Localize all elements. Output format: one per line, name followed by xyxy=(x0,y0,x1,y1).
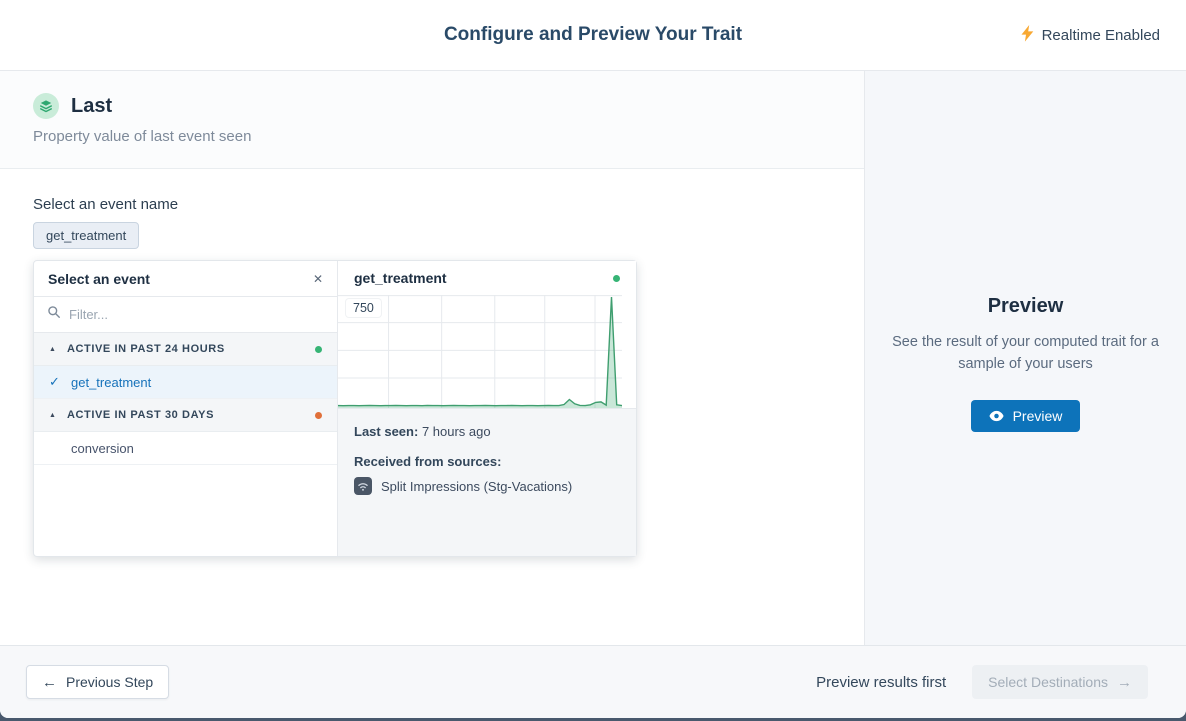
event-item-conversion[interactable]: conversion xyxy=(34,432,337,465)
group-header-24h[interactable]: ▲ ACTIVE IN PAST 24 HOURS xyxy=(34,333,337,366)
arrow-right-icon: → xyxy=(1117,673,1132,691)
event-volume-chart: 750 xyxy=(337,295,636,408)
selected-event-chip[interactable]: get_treatment xyxy=(33,222,140,249)
event-select-popover: Select an event ✕ ▲ ACTIVE IN PAST 24 HO… xyxy=(33,260,637,557)
collapse-caret-icon: ▲ xyxy=(49,411,56,419)
search-icon xyxy=(47,305,61,324)
page-title: Configure and Preview Your Trait xyxy=(443,24,743,45)
preview-button[interactable]: Preview xyxy=(970,399,1081,432)
event-config-panel: Select an event name get_treatment Selec… xyxy=(0,169,864,645)
area-chart-svg xyxy=(337,295,623,408)
popover-title: Select an event xyxy=(48,270,150,287)
trait-layers-icon xyxy=(33,93,59,119)
event-list-panel: Select an event ✕ ▲ ACTIVE IN PAST 24 HO… xyxy=(34,261,337,556)
page-header: Configure and Preview Your Trait Realtim… xyxy=(0,0,1186,71)
last-seen-value: 7 hours ago xyxy=(421,424,491,439)
previous-step-button[interactable]: ← Previous Step xyxy=(26,665,170,699)
event-status-dot xyxy=(613,274,620,282)
footer-hint: Preview results first xyxy=(816,673,947,691)
group-header-30d[interactable]: ▲ ACTIVE IN PAST 30 DAYS xyxy=(34,399,337,432)
y-axis-tick: 750 xyxy=(346,299,381,317)
realtime-status: Realtime Enabled xyxy=(1021,0,1160,70)
check-icon: ✓ xyxy=(49,374,60,389)
eye-icon xyxy=(989,410,1004,422)
collapse-caret-icon: ▲ xyxy=(49,345,56,353)
trait-header-section: Last Property value of last event seen xyxy=(0,71,864,169)
detail-event-name: get_treatment xyxy=(354,270,447,286)
filter-row xyxy=(34,297,337,333)
preview-sidebar: Preview See the result of your computed … xyxy=(864,71,1186,645)
trait-name: Last xyxy=(71,94,113,117)
close-icon[interactable]: ✕ xyxy=(312,271,323,286)
config-column: Last Property value of last event seen S… xyxy=(0,71,864,645)
realtime-label: Realtime Enabled xyxy=(1041,26,1160,44)
select-destinations-button[interactable]: Select Destinations → xyxy=(972,665,1148,699)
arrow-left-icon: ← xyxy=(42,673,57,691)
trait-description: Property value of last event seen xyxy=(33,128,252,145)
event-detail-panel: get_treatment 750 Last seen: 7 hours ago xyxy=(337,261,636,556)
group-status-dot xyxy=(315,411,322,419)
footer-bar: ← Previous Step Preview results first Se… xyxy=(0,645,1186,718)
preview-description: See the result of your computed trait fo… xyxy=(892,334,1159,372)
lightning-icon xyxy=(1021,25,1034,45)
source-name: Split Impressions (Stg-Vacations) xyxy=(381,478,573,494)
last-seen-label: Last seen: xyxy=(354,424,419,439)
source-row: Split Impressions (Stg-Vacations) xyxy=(354,477,620,495)
filter-input[interactable] xyxy=(69,307,324,322)
source-wifi-icon xyxy=(354,477,372,495)
main-area: Last Property value of last event seen S… xyxy=(0,71,1186,645)
sources-label: Received from sources: xyxy=(354,454,502,469)
event-item-get-treatment[interactable]: ✓ get_treatment xyxy=(34,366,337,399)
event-name-label: Select an event name xyxy=(33,196,179,213)
preview-title: Preview xyxy=(987,295,1064,317)
event-detail-info: Last seen: 7 hours ago Received from sou… xyxy=(338,408,636,556)
group-status-dot xyxy=(315,345,322,353)
